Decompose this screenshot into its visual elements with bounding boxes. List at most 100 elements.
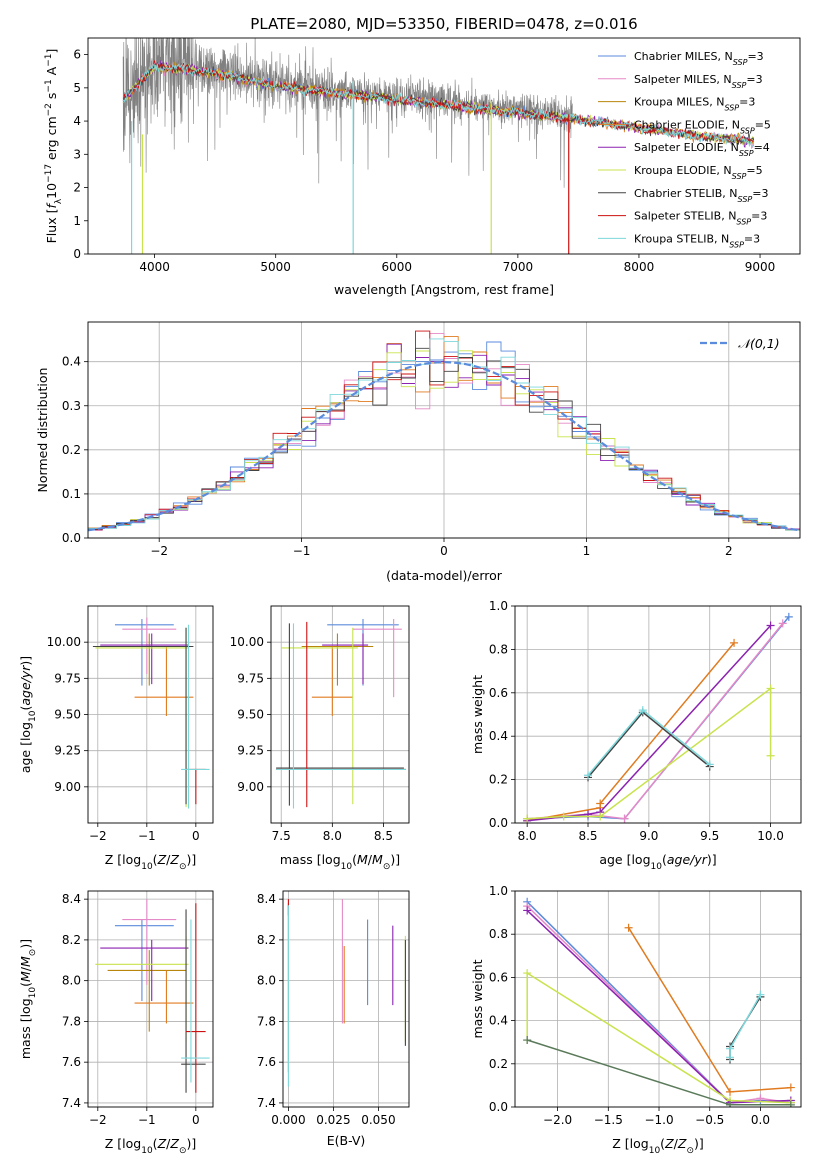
y-tick-label: 0.2	[489, 1057, 508, 1071]
axes-frame	[514, 890, 802, 1108]
x-tick-label: 0.000	[271, 1113, 305, 1127]
y-tick-label: 0.1	[62, 487, 81, 501]
x-axis-label: Z [log10(Z/Z⊙)]	[612, 1136, 704, 1156]
series-salpeter-miles	[527, 622, 784, 820]
y-tick-label: 0.2	[489, 773, 508, 787]
legend-label-salpeter-stelib: Salpeter STELIB, NSSP=3	[634, 210, 767, 227]
y-tick-label: 0.0	[489, 1100, 508, 1114]
x-tick-label: −0.5	[695, 1113, 724, 1127]
y-tick-label: 0.8	[489, 927, 508, 941]
legend: Chabrier MILES, NSSP=3 Salpeter MILES, NS…	[598, 50, 771, 249]
y-tick-label: 9.25	[237, 744, 264, 758]
marker-kroupa-stelib	[638, 706, 647, 715]
plot-area-age_vs_mass	[276, 619, 406, 809]
x-tick-label: −1	[138, 1113, 156, 1127]
y-axis-label: Flux [fλ10−17 erg cm−2 s−1 A−1]	[44, 49, 64, 244]
x-tick-label: 8.5	[374, 829, 393, 843]
marker-chabrier-elodie	[786, 1083, 795, 1092]
legend-label-salpeter-elodie: Salpeter ELODIE, NSSP=4	[634, 141, 770, 158]
plot-area-weight_vs_Z	[523, 897, 795, 1107]
axes-weight_vs_age: 8.0 8.5 9.0 9.5 10.0 0.0 0.2 0.4 0.6 0.8 1.0 age [l…	[470, 599, 802, 872]
x-axis-label: wavelength [Angstrom, rest frame]	[334, 282, 554, 297]
plot-area-weight_vs_age	[523, 612, 793, 823]
y-tick-label: 0.6	[489, 970, 508, 984]
x-tick-label: 1	[583, 544, 591, 558]
legend-label-gaussian: 𝒩(0,1)	[738, 336, 780, 351]
axes-frame	[87, 321, 801, 539]
y-tick-label: 0.3	[62, 399, 81, 413]
y-tick-label: 9.75	[54, 671, 81, 685]
x-tick-label: 0	[192, 829, 200, 843]
legend-label-salpeter-miles: Salpeter MILES, NSSP=3	[634, 73, 763, 90]
y-tick-label: 7.4	[62, 1096, 81, 1110]
x-tick-label: −2.0	[543, 1113, 572, 1127]
x-tick-label: 10.0	[757, 829, 784, 843]
axes-frame	[270, 605, 410, 824]
y-tick-label: 0	[73, 247, 81, 261]
axes-frame	[87, 37, 801, 255]
marker-kroupa-stelib	[726, 1053, 735, 1062]
legend-label-chabrier-elodie: Chabrier ELODIE, NSSP=5	[634, 118, 771, 135]
x-tick-label: 6000	[382, 260, 413, 274]
y-tick-label: 3	[73, 147, 81, 161]
y-tick-label: 6	[73, 48, 81, 62]
y-tick-label: 9.75	[237, 671, 264, 685]
x-tick-label: −1.5	[594, 1113, 623, 1127]
x-tick-label: −1	[138, 829, 156, 843]
y-tick-label: 1.0	[489, 884, 508, 898]
axes-age_vs_mass: 7.5 8.0 8.5 9.00 9.25 9.50 9.75 10.00 mass [log1…	[230, 605, 410, 872]
legend-label-kroupa-elodie: Kroupa ELODIE, NSSP=5	[634, 164, 763, 181]
series-kroupa-stelib	[729, 994, 762, 1058]
histogram-kroupa-stelib	[88, 338, 800, 538]
plots-group: 4000 5000 6000 7000 8000 9000 0 1 2 3 4 5 6 wavelengt…	[18, 37, 802, 1156]
x-tick-label: −1	[293, 544, 311, 558]
y-tick-label: 8.0	[62, 974, 81, 988]
marker-chabrier-elodie	[596, 799, 605, 808]
y-tick-label: 7.8	[257, 1014, 276, 1028]
y-tick-label: 7.8	[62, 1014, 81, 1028]
axes-frame	[282, 890, 410, 1108]
legend-label-chabrier-stelib: Chabrier STELIB, NSSP=3	[634, 187, 768, 204]
y-tick-label: 4	[73, 114, 81, 128]
axes-frame	[87, 890, 214, 1108]
y-tick-label: 0.0	[489, 816, 508, 830]
x-tick-label: 9.5	[700, 829, 719, 843]
y-tick-label: 8.4	[257, 892, 276, 906]
y-tick-label: 0.2	[62, 443, 81, 457]
y-tick-label: 0.4	[62, 355, 81, 369]
y-tick-label: 0.4	[489, 1014, 508, 1028]
axes-frame	[514, 605, 802, 824]
y-tick-label: 9.00	[54, 780, 81, 794]
x-axis-label: Z [log10(Z/Z⊙)]	[105, 852, 197, 872]
x-tick-label: 5000	[260, 260, 291, 274]
marker-kroupa-stelib	[756, 990, 765, 999]
marker-chabrier-miles	[784, 612, 793, 621]
x-tick-label: −2	[89, 1113, 107, 1127]
y-axis-label: mass weight	[470, 675, 485, 754]
x-tick-label: 9000	[745, 260, 776, 274]
legend-label-kroupa-stelib: Kroupa STELIB, NSSP=3	[634, 232, 760, 249]
y-tick-label: 8.2	[62, 933, 81, 947]
plot-area-mass_vs_Z	[95, 899, 210, 1093]
plot-area-age_vs_Z	[92, 617, 210, 809]
x-tick-label: 7.5	[272, 829, 291, 843]
x-tick-label: 8.5	[578, 829, 597, 843]
model-chabrier-stelib	[122, 62, 755, 145]
y-tick-label: 7.4	[257, 1096, 276, 1110]
x-axis-label: Z [log10(Z/Z⊙)]	[105, 1136, 197, 1156]
marker-chabrier-stelib	[523, 1036, 532, 1045]
y-tick-label: 10.00	[47, 635, 81, 649]
x-tick-label: −1.0	[644, 1113, 673, 1127]
y-axis-label: Normed distribution	[35, 368, 50, 493]
y-axis-label: mass weight	[470, 959, 485, 1038]
series-chabrier-miles	[527, 616, 790, 820]
y-tick-label: 8.0	[257, 974, 276, 988]
y-tick-label: 2	[73, 181, 81, 195]
y-tick-label: 9.25	[54, 744, 81, 758]
gaussian-curve	[88, 360, 800, 532]
x-axis-label: age [log10(age/yr)]	[599, 852, 716, 872]
plot-area-spectrum	[122, 38, 755, 254]
axes-spectrum: 4000 5000 6000 7000 8000 9000 0 1 2 3 4 5 6 wavelengt…	[44, 37, 801, 297]
axes-frame	[87, 605, 214, 824]
